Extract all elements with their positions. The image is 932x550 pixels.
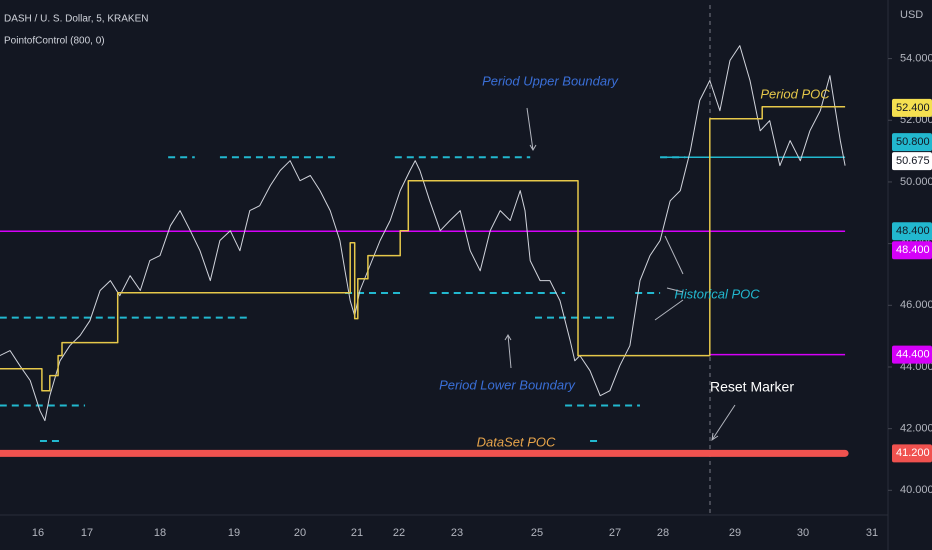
- x-tick-label: 16: [32, 527, 44, 539]
- x-tick-label: 30: [797, 527, 809, 539]
- price-label: 48.400: [896, 244, 930, 256]
- plot: [0, 45, 849, 457]
- price-axis: 40.00042.00044.00046.00048.00050.00052.0…: [888, 52, 932, 496]
- x-tick-label: 19: [228, 527, 240, 539]
- price-label-box: [892, 133, 932, 152]
- chart-title: DASH / U. S. Dollar, 5, KRAKEN: [4, 14, 149, 25]
- annotation: Period Lower Boundary: [439, 377, 576, 392]
- y-tick-label: 40.000: [900, 484, 932, 496]
- x-tick-label: 20: [294, 527, 306, 539]
- price-label-box: [892, 98, 932, 117]
- y-tick-label: 42.000: [900, 423, 932, 435]
- price-label-box: [892, 444, 932, 463]
- price-label-box: [892, 152, 932, 171]
- poc-line: [0, 105, 846, 392]
- y-axis-label: USD: [900, 9, 923, 21]
- price-label: 41.200: [896, 447, 930, 459]
- arrow: [654, 235, 684, 321]
- x-tick-label: 17: [81, 527, 93, 539]
- x-tick-label: 28: [657, 527, 669, 539]
- y-tick-label: 52.000: [900, 114, 932, 126]
- annotation: Reset Marker: [710, 379, 794, 395]
- annotations: Period Upper Boundary Period Lower Bound…: [439, 73, 830, 449]
- x-tick-label: 23: [451, 527, 463, 539]
- price-label: 48.400: [896, 225, 930, 237]
- x-tick-label: 22: [393, 527, 405, 539]
- annotation: Historical POC: [674, 286, 760, 301]
- price-label-box: [892, 345, 932, 364]
- arrow: [711, 404, 736, 442]
- price-label: 50.675: [896, 155, 930, 167]
- y-tick-label: 50.000: [900, 176, 932, 188]
- x-tick-label: 18: [154, 527, 166, 539]
- y-tick-label: 54.000: [900, 52, 932, 64]
- price-label: 44.400: [896, 349, 930, 361]
- x-tick-label: 31: [866, 527, 878, 539]
- annotation: Period Upper Boundary: [482, 73, 619, 88]
- price-label-box: [892, 241, 932, 260]
- x-tick-label: 29: [729, 527, 741, 539]
- price-label: 52.400: [896, 102, 930, 114]
- price-line: [0, 45, 846, 422]
- price-label: 50.800: [896, 136, 930, 148]
- price-label-box: [892, 222, 932, 241]
- indicator-label: PointofControl (800, 0): [4, 36, 105, 47]
- x-tick-label: 25: [531, 527, 543, 539]
- annotation: DataSet POC: [477, 434, 556, 449]
- x-tick-label: 27: [609, 527, 621, 539]
- y-tick-label: 44.000: [900, 361, 932, 373]
- arrow: [526, 107, 537, 151]
- x-tick-label: 21: [351, 527, 363, 539]
- arrow: [504, 334, 512, 369]
- annotation: Period POC: [760, 86, 830, 101]
- y-tick-label: 46.000: [900, 299, 932, 311]
